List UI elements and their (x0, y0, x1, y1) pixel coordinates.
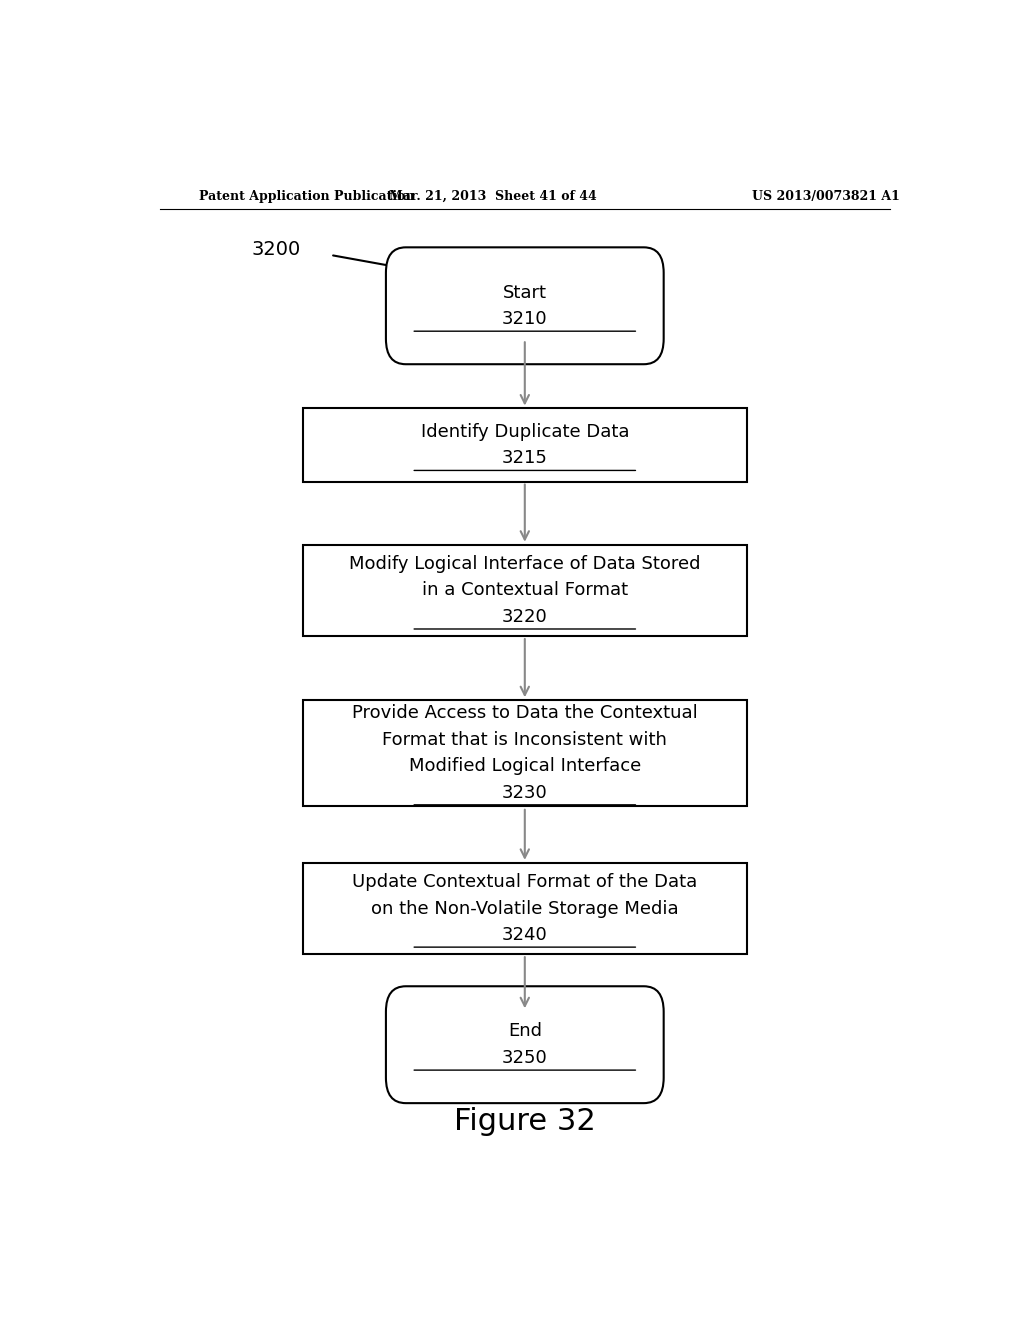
Text: 3210: 3210 (502, 310, 548, 327)
Text: Modified Logical Interface: Modified Logical Interface (409, 758, 641, 775)
Text: 3200: 3200 (251, 240, 300, 259)
Bar (303, 700, 748, 807)
Text: Patent Application Publication: Patent Application Publication (200, 190, 415, 202)
Bar (303, 408, 748, 482)
Bar (303, 545, 748, 636)
Text: 3220: 3220 (502, 607, 548, 626)
Text: Update Contextual Format of the Data: Update Contextual Format of the Data (352, 873, 697, 891)
Text: Mar. 21, 2013  Sheet 41 of 44: Mar. 21, 2013 Sheet 41 of 44 (389, 190, 597, 202)
Bar (303, 863, 748, 954)
Text: 3230: 3230 (502, 784, 548, 801)
Text: 3250: 3250 (502, 1049, 548, 1067)
Text: in a Contextual Format: in a Contextual Format (422, 581, 628, 599)
Text: Identify Duplicate Data: Identify Duplicate Data (421, 422, 629, 441)
Text: 3215: 3215 (502, 449, 548, 467)
Text: Figure 32: Figure 32 (454, 1107, 596, 1137)
Text: 3240: 3240 (502, 925, 548, 944)
Text: Format that is Inconsistent with: Format that is Inconsistent with (382, 731, 668, 748)
Text: End: End (508, 1023, 542, 1040)
Text: Provide Access to Data the Contextual: Provide Access to Data the Contextual (352, 705, 697, 722)
Text: US 2013/0073821 A1: US 2013/0073821 A1 (753, 190, 900, 202)
FancyBboxPatch shape (386, 247, 664, 364)
Text: Start: Start (503, 284, 547, 301)
Text: Modify Logical Interface of Data Stored: Modify Logical Interface of Data Stored (349, 554, 700, 573)
Text: on the Non-Volatile Storage Media: on the Non-Volatile Storage Media (371, 899, 679, 917)
FancyBboxPatch shape (386, 986, 664, 1104)
